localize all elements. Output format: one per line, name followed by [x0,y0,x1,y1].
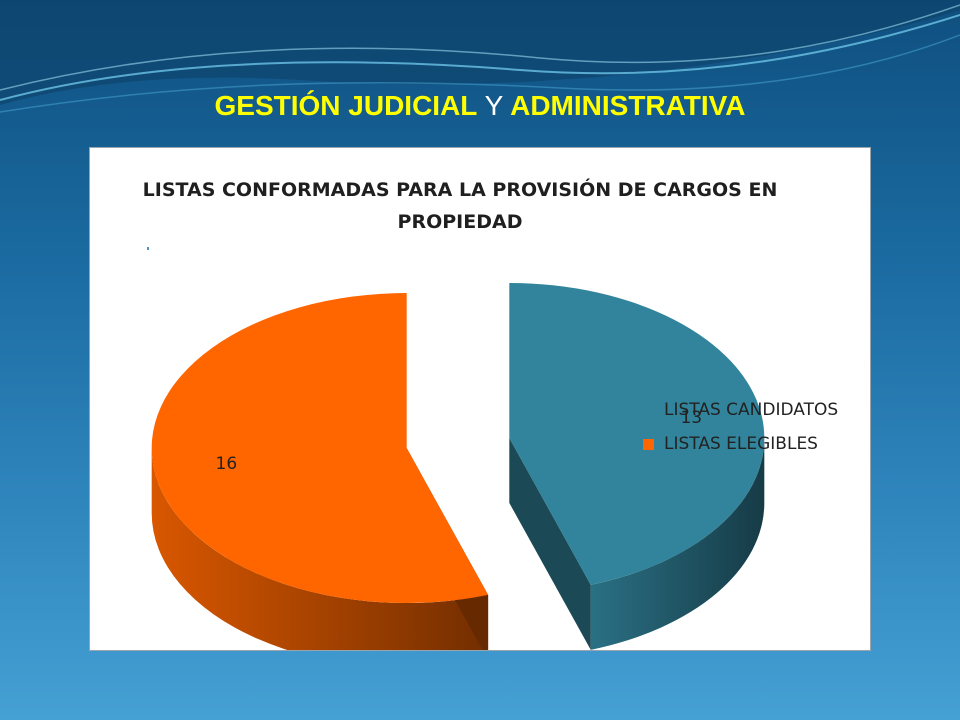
pie-rim-elegibles [151,448,489,650]
chart-title-line2: PROPIEDAD [397,211,523,233]
background-waves [0,0,960,113]
slide-title-conjunction: Y [484,90,504,121]
slide-title: GESTIÓN JUDICIAL Y ADMINISTRATIVA [0,90,960,122]
legend-item-candidatos: LISTAS CANDIDATOS [643,393,838,427]
pie-slice-side-candidatos [509,437,765,650]
data-label-elegibles: 16 [215,454,238,475]
chart-title-line1: LISTAS CONFORMADAS PARA LA PROVISIÓN DE … [142,179,778,201]
legend-label-elegibles: LISTAS ELEGIBLES [664,434,818,454]
pie-slice-candidatos [509,282,765,585]
chart-title: LISTAS CONFORMADAS PARA LA PROVISIÓN DE … [110,174,810,238]
legend-swatch-elegibles [643,438,654,450]
pie-slice-elegibles [151,293,489,604]
legend-item-elegibles: LISTAS ELEGIBLES [643,427,838,461]
pie-cut-face-candidatos [509,437,591,650]
chart-panel: LISTAS CONFORMADAS PARA LA PROVISIÓN DE … [89,147,871,651]
pie-chart [151,282,765,650]
legend-label-candidatos: LISTAS CANDIDATOS [664,400,839,420]
pie-rim-candidatos [590,437,765,650]
chart-legend: LISTAS CANDIDATOS LISTAS ELEGIBLES [643,393,838,461]
data-label-candidatos: 13 [680,407,703,428]
legend-swatch-candidatos [643,404,654,416]
slide-title-part2: ADMINISTRATIVA [510,90,746,121]
stray-mark [147,247,149,250]
slide-title-part1: GESTIÓN JUDICIAL [214,90,477,121]
